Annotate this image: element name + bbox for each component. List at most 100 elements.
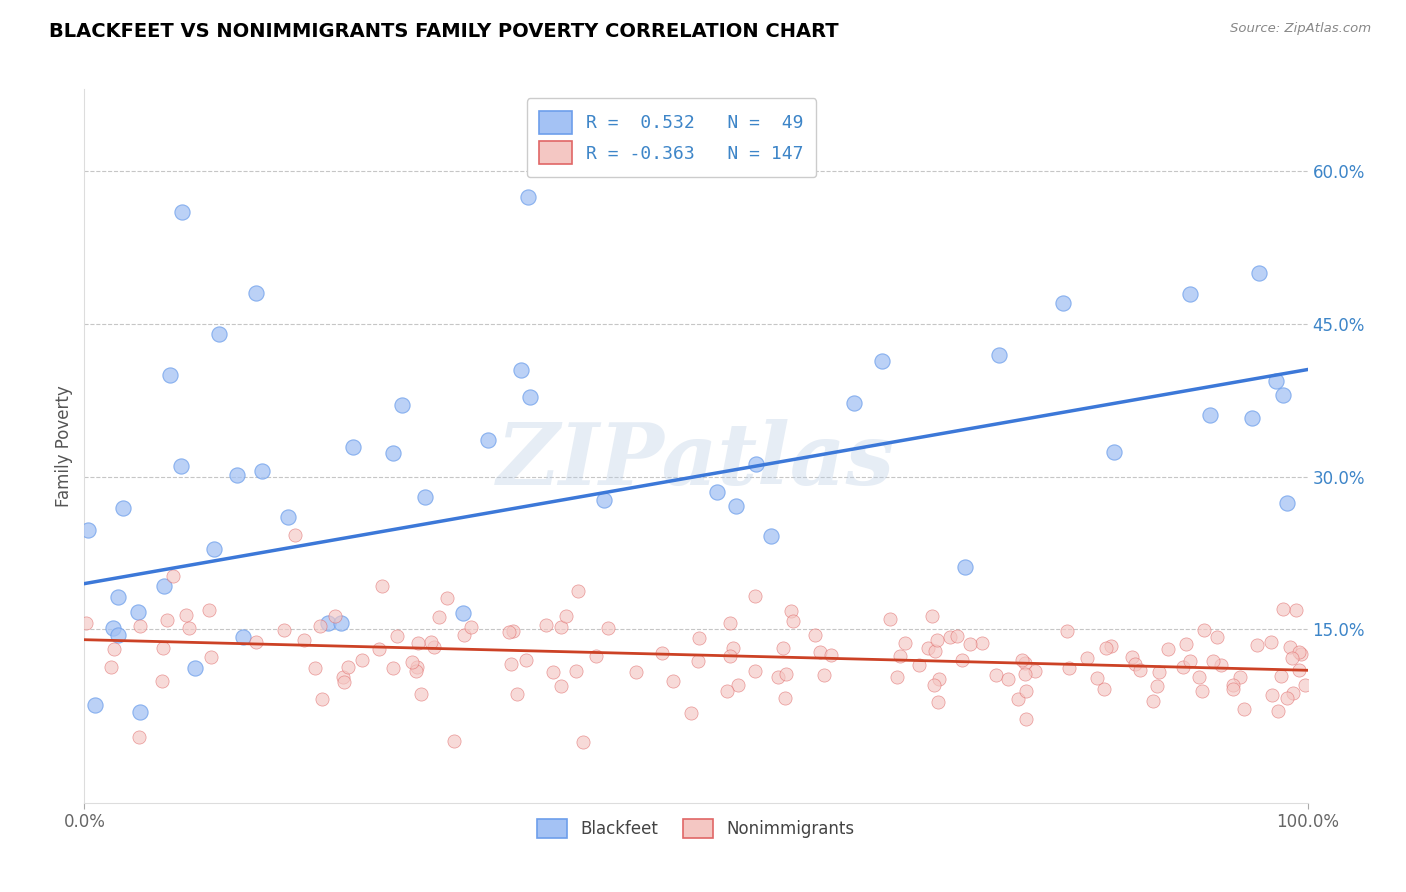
Point (368, 641, 391, 656)
Point (1142, 694, 1164, 708)
Point (451, 606, 474, 620)
Point (1229, 670, 1251, 684)
Point (886, 670, 908, 684)
Point (1209, 658, 1232, 673)
Point (953, 559, 976, 574)
Point (950, 653, 973, 667)
Point (1052, 296, 1074, 310)
Point (226, 467, 249, 482)
Point (624, 665, 647, 679)
Point (1285, 603, 1308, 617)
Y-axis label: Family Poverty: Family Poverty (55, 385, 73, 507)
Point (972, 636, 994, 650)
Point (1146, 679, 1168, 693)
Point (332, 670, 354, 684)
Legend: Blackfeet, Nonimmigrants: Blackfeet, Nonimmigrants (530, 812, 862, 845)
Point (273, 623, 295, 637)
Point (1188, 670, 1211, 684)
Point (453, 628, 475, 642)
Point (924, 644, 946, 658)
Point (460, 620, 482, 634)
Text: Source: ZipAtlas.com: Source: ZipAtlas.com (1230, 22, 1371, 36)
Point (1015, 684, 1038, 698)
Point (541, 665, 564, 679)
Point (156, 613, 179, 627)
Point (1173, 659, 1195, 673)
Point (510, 363, 533, 377)
Point (1288, 645, 1310, 659)
Point (329, 616, 352, 631)
Point (1056, 624, 1078, 639)
Point (128, 730, 150, 744)
Point (872, 354, 894, 368)
Point (1095, 641, 1118, 656)
Point (202, 541, 225, 556)
Point (405, 664, 427, 678)
Point (382, 660, 405, 674)
Point (406, 659, 429, 673)
Point (1275, 691, 1298, 706)
Point (1198, 409, 1220, 423)
Point (232, 630, 254, 644)
Point (127, 605, 149, 619)
Point (927, 695, 949, 709)
Point (1279, 640, 1302, 655)
Point (1092, 681, 1115, 696)
Point (804, 628, 827, 642)
Point (550, 679, 572, 693)
Point (718, 615, 741, 630)
Point (679, 706, 702, 720)
Point (506, 687, 529, 701)
Point (1265, 374, 1288, 388)
Point (997, 672, 1019, 686)
Point (519, 391, 541, 405)
Point (129, 705, 152, 719)
Point (759, 529, 782, 543)
Point (107, 590, 129, 604)
Point (1007, 691, 1029, 706)
Point (77, 523, 100, 537)
Point (371, 579, 394, 593)
Point (567, 584, 589, 599)
Point (984, 668, 1007, 682)
Point (744, 664, 766, 678)
Point (1180, 287, 1202, 301)
Point (820, 648, 842, 662)
Point (443, 734, 465, 748)
Point (252, 464, 274, 478)
Point (391, 398, 413, 412)
Point (100, 660, 122, 674)
Point (245, 634, 267, 648)
Point (152, 641, 174, 656)
Point (1206, 630, 1229, 644)
Point (939, 630, 962, 644)
Point (333, 675, 356, 690)
Point (1129, 663, 1152, 677)
Point (688, 632, 710, 646)
Point (1260, 634, 1282, 648)
Point (1288, 664, 1310, 678)
Point (1275, 496, 1298, 510)
Point (1014, 656, 1036, 670)
Point (1076, 650, 1098, 665)
Point (420, 635, 443, 649)
Point (598, 622, 620, 636)
Point (436, 591, 458, 606)
Point (744, 589, 766, 603)
Point (1057, 661, 1080, 675)
Point (779, 604, 801, 618)
Point (724, 499, 747, 513)
Point (1247, 266, 1270, 280)
Point (773, 691, 796, 706)
Point (502, 624, 524, 638)
Point (1157, 642, 1180, 657)
Point (183, 661, 205, 675)
Point (1246, 639, 1268, 653)
Point (571, 734, 593, 748)
Point (721, 640, 744, 655)
Point (1104, 445, 1126, 459)
Point (775, 667, 797, 681)
Point (1294, 678, 1316, 692)
Point (129, 619, 152, 633)
Point (381, 446, 404, 460)
